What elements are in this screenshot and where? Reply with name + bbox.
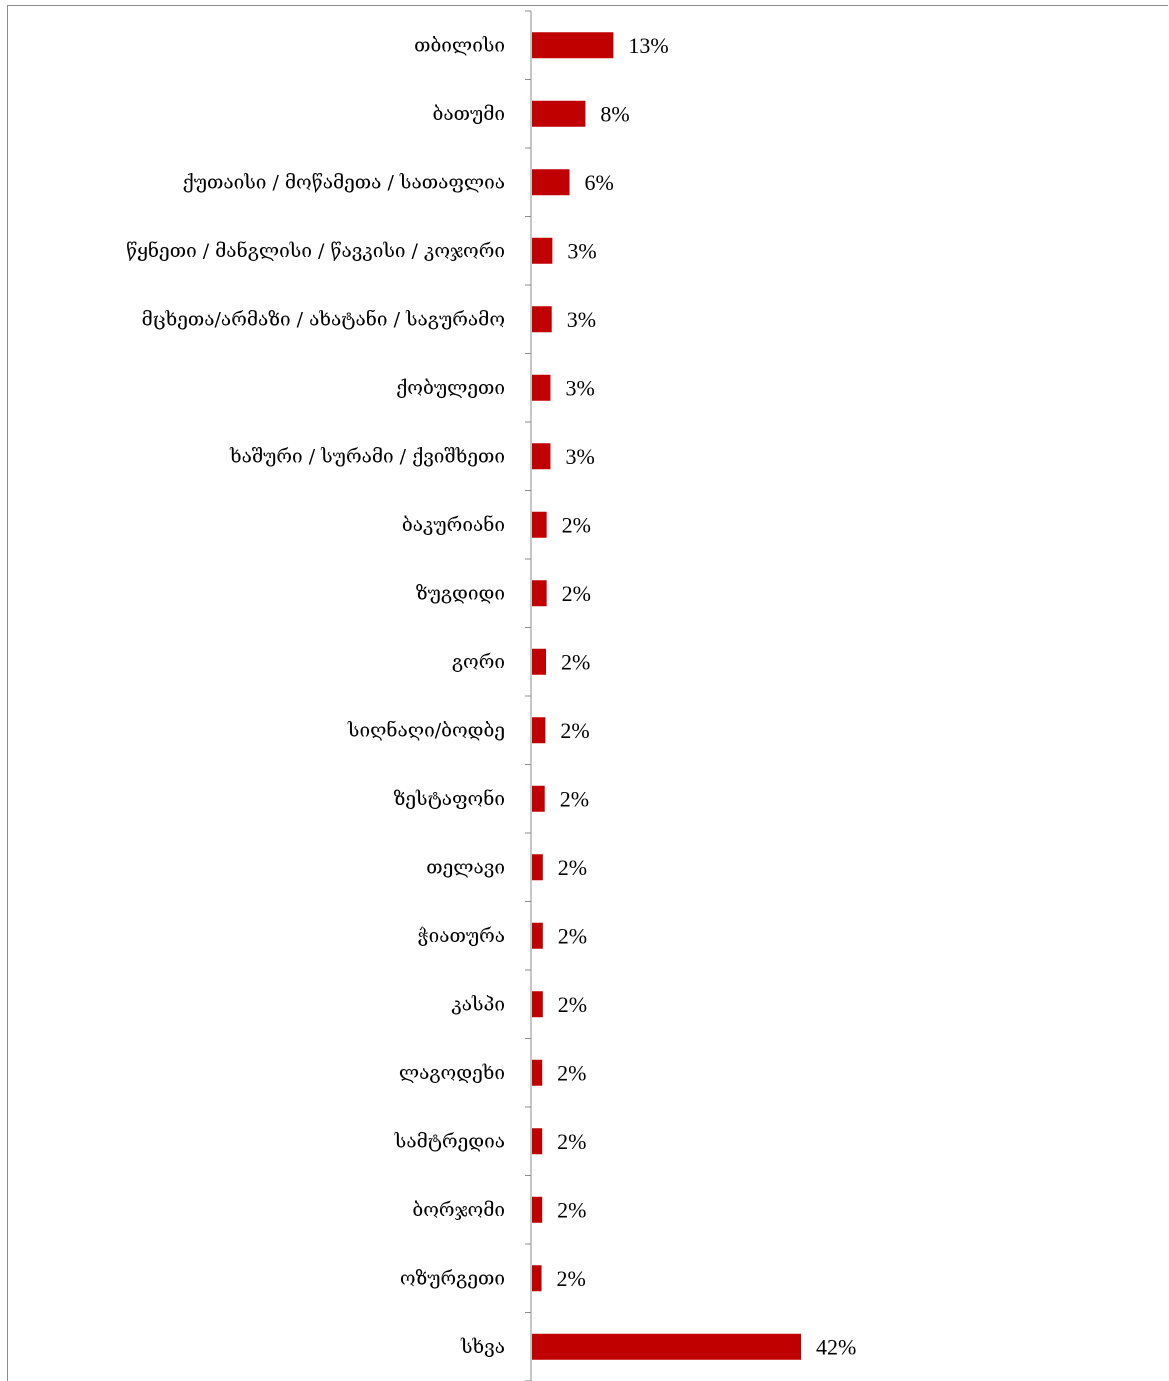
bar: [532, 32, 614, 59]
labels: თბილისი 13% ბათუმი 8% ქუთაისი / მოწამეთა / ს…: [126, 33, 856, 1360]
bar: [532, 306, 552, 333]
data-label: 2%: [558, 855, 587, 880]
category-label: ლაგოდეხი: [399, 1062, 505, 1084]
bar: [532, 237, 553, 264]
bar: [532, 374, 551, 401]
bar: [532, 922, 543, 949]
bar: [532, 100, 586, 127]
data-label: 3%: [565, 375, 594, 400]
data-label: 2%: [561, 649, 590, 674]
data-label: 3%: [565, 444, 594, 469]
category-label: ხაშური / სურამი / ქვიშხეთი: [229, 445, 505, 467]
bars: [532, 32, 801, 1360]
category-label: გორი: [452, 651, 505, 673]
category-label: სამტრედია: [394, 1130, 505, 1152]
data-label: 2%: [560, 718, 589, 743]
bar: [532, 1059, 543, 1086]
data-label: 2%: [557, 1060, 586, 1085]
category-label: ქობულეთი: [396, 377, 505, 399]
data-label: 2%: [562, 581, 591, 606]
data-label: 2%: [557, 1129, 586, 1154]
category-label: წყნეთი / მანგლისი / წავკისი / კოჯორი: [126, 240, 505, 262]
category-label: მცხეთა/არმაზი / ახატანი / საგურამო: [142, 308, 505, 330]
bar: [532, 785, 545, 812]
category-label: სიღნაღი/ბოდბე: [347, 719, 505, 741]
data-label: 2%: [557, 1266, 586, 1291]
bar: [532, 854, 543, 881]
category-label: ოზურგეთი: [400, 1267, 505, 1289]
category-label: ბორჯომი: [412, 1199, 505, 1221]
category-label: ბათუმი: [432, 103, 505, 125]
category-label: კასპი: [451, 993, 505, 1015]
bar: [532, 648, 546, 675]
bar: [532, 1128, 543, 1155]
data-label: 3%: [567, 307, 596, 332]
data-label: 8%: [600, 101, 629, 126]
chart-frame: [7, 5, 1168, 1381]
category-label: ზუგდიდი: [416, 582, 505, 604]
category-label: თელავი: [426, 856, 505, 878]
data-label: 2%: [557, 1197, 586, 1222]
bar: [532, 1265, 542, 1292]
bar: [532, 580, 547, 607]
data-label: 42%: [816, 1334, 856, 1359]
category-label: ჭიათურა: [418, 925, 505, 947]
bar: [532, 1196, 543, 1223]
data-label: 13%: [628, 33, 668, 58]
bar: [532, 511, 547, 538]
data-label: 2%: [558, 992, 587, 1017]
data-label: 2%: [562, 512, 591, 537]
bar: [532, 991, 543, 1018]
bar: [532, 1333, 801, 1360]
bar: [532, 443, 551, 470]
category-label: თბილისი: [414, 34, 505, 56]
category-label: ქუთაისი / მოწამეთა / სათაფლია: [183, 171, 505, 193]
bar: [532, 169, 570, 196]
category-label: სხვა: [460, 1336, 505, 1358]
data-label: 2%: [558, 923, 587, 948]
category-label: ზესტაფონი: [394, 788, 505, 810]
data-label: 3%: [567, 238, 596, 263]
data-label: 2%: [560, 786, 589, 811]
category-label: ბაკურიანი: [402, 514, 505, 536]
category-axis: [525, 10, 532, 1381]
data-label: 6%: [585, 170, 614, 195]
bar: [532, 717, 546, 744]
